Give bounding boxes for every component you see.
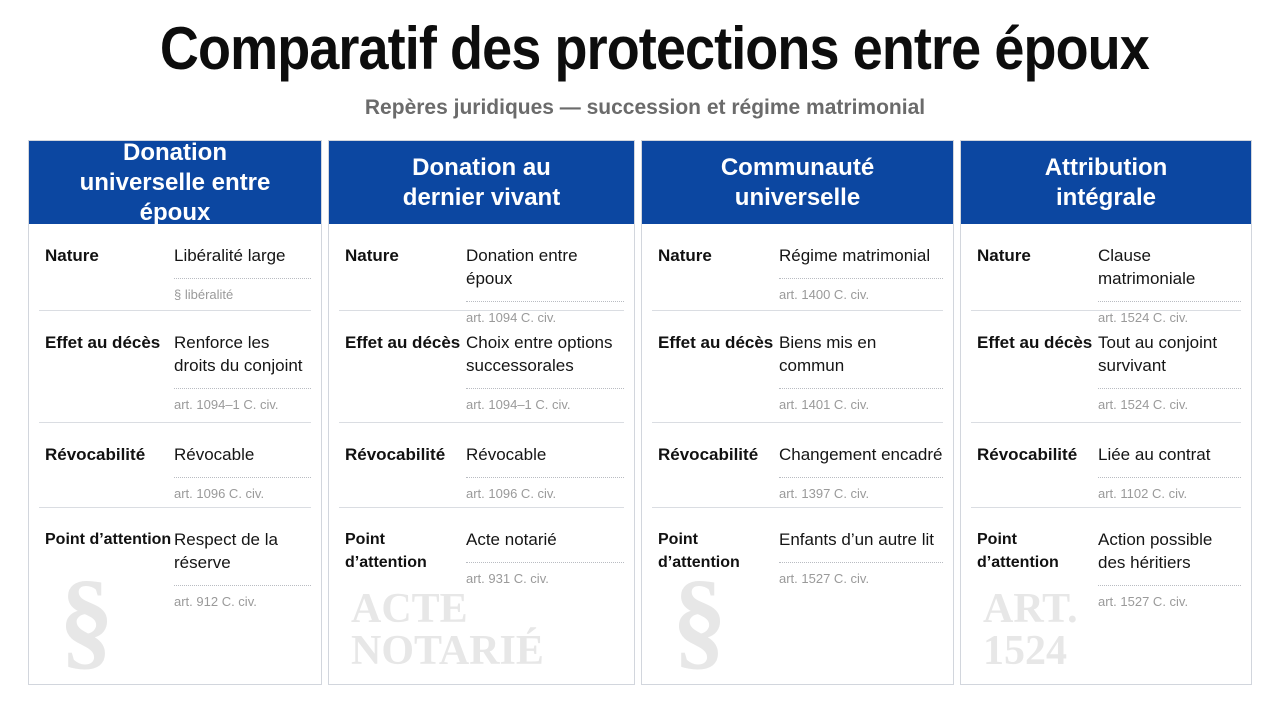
row-revocabilite: Révocabilité Liée au contrat art. 1102 C… xyxy=(971,423,1241,508)
row-value: Enfants d’un autre lit xyxy=(779,530,934,549)
row-label: Point d’attention xyxy=(977,531,1059,571)
column-donation-dernier-vivant: Donation au dernier vivant Nature Donati… xyxy=(328,140,635,685)
row-label: Effet au décès xyxy=(45,333,161,352)
row-reference: art. 1094–1 C. civ. xyxy=(466,388,624,414)
row-reference: art. 1096 C. civ. xyxy=(174,477,311,503)
row-content: Liée au contrat art. 1102 C. civ. xyxy=(1098,443,1241,507)
row-content: Clause matrimoniale art. 1524 C. civ. xyxy=(1098,244,1241,325)
row-content: Révocable art. 1096 C. civ. xyxy=(174,443,311,507)
column-header: Communauté universelle xyxy=(642,141,953,224)
row-label: Effet au décès xyxy=(345,333,461,352)
section-symbol-watermark: § xyxy=(59,558,114,680)
row-label: Révocabilité xyxy=(45,445,146,464)
comparison-table: Donation universelle entre époux Nature … xyxy=(28,140,1252,685)
row-value: Donation entre époux xyxy=(466,246,578,288)
row-effet-deces: Effet au décès Choix entre options succe… xyxy=(339,311,624,423)
row-label: Révocabilité xyxy=(977,445,1078,464)
row-reference: art. 1524 C. civ. xyxy=(1098,388,1241,414)
row-content: Respect de la réserve art. 912 C. civ. xyxy=(174,528,311,611)
row-value: Libéralité large xyxy=(174,246,286,265)
row-value: Biens mis en commun xyxy=(779,333,877,375)
row-value: Action possible des héritiers xyxy=(1098,530,1213,572)
row-label: Point d’attention xyxy=(345,531,427,571)
column-body: Nature Régime matrimonial art. 1400 C. c… xyxy=(642,224,953,588)
row-reference: art. 1401 C. civ. xyxy=(779,388,943,414)
row-label: Nature xyxy=(45,246,99,265)
row-point-attention: Point d’attention Enfants d’un autre lit… xyxy=(652,508,943,588)
page-subtitle: Repères juridiques — succession et régim… xyxy=(364,96,926,119)
column-body: Nature Donation entre époux art. 1094 C.… xyxy=(329,224,634,588)
row-effet-deces: Effet au décès Renforce les droits du co… xyxy=(39,311,311,423)
row-label: Nature xyxy=(345,246,399,265)
row-content: Acte notarié art. 931 C. civ. xyxy=(466,528,624,588)
row-value: Choix entre options successorales xyxy=(466,333,613,375)
row-revocabilite: Révocabilité Révocable art. 1096 C. civ. xyxy=(339,423,624,508)
row-point-attention: Point d’attention Acte notarié art. 931 … xyxy=(339,508,624,588)
column-header: Attribution intégrale xyxy=(961,141,1251,224)
row-point-attention: Point d’attention Respect de la réserve … xyxy=(39,508,311,611)
row-reference: art. 1400 C. civ. xyxy=(779,278,943,304)
row-label: Effet au décès xyxy=(977,333,1093,352)
row-nature: Nature Régime matrimonial art. 1400 C. c… xyxy=(652,224,943,311)
row-content: Changement encadré art. 1397 C. civ. xyxy=(779,443,943,507)
row-value: Respect de la réserve xyxy=(174,530,278,572)
column-attribution-integrale: Attribution intégrale Nature Clause matr… xyxy=(960,140,1252,685)
row-label: Nature xyxy=(658,246,712,265)
row-value: Changement encadré xyxy=(779,445,943,464)
column-communaute-universelle: Communauté universelle Nature Régime mat… xyxy=(641,140,954,685)
row-revocabilite: Révocabilité Révocable art. 1096 C. civ. xyxy=(39,423,311,508)
row-label: Révocabilité xyxy=(345,445,446,464)
art-1524-watermark: ART. 1524 xyxy=(983,586,1078,674)
row-reference: art. 1094–1 C. civ. xyxy=(174,388,311,414)
row-value: Liée au contrat xyxy=(1098,445,1211,464)
row-point-attention: Point d’attention Action possible des hé… xyxy=(971,508,1241,611)
row-content: Biens mis en commun art. 1401 C. civ. xyxy=(779,331,943,422)
row-effet-deces: Effet au décès Biens mis en commun art. … xyxy=(652,311,943,423)
row-label: Nature xyxy=(977,246,1031,265)
row-content: Régime matrimonial art. 1400 C. civ. xyxy=(779,244,943,310)
row-reference: art. 1527 C. civ. xyxy=(1098,585,1241,611)
row-reference: art. 1096 C. civ. xyxy=(466,477,624,503)
row-content: Action possible des héritiers art. 1527 … xyxy=(1098,528,1241,611)
row-nature: Nature Clause matrimoniale art. 1524 C. … xyxy=(971,224,1241,325)
row-value: Acte notarié xyxy=(466,530,557,549)
section-symbol-watermark: § xyxy=(672,558,727,680)
row-content: Choix entre options successorales art. 1… xyxy=(466,331,624,422)
page-title: Comparatif des protections entre époux xyxy=(159,15,1150,82)
row-label: Point d’attention xyxy=(658,531,740,571)
column-header: Donation universelle entre époux xyxy=(29,141,321,226)
row-value: Clause matrimoniale xyxy=(1098,246,1196,288)
row-label: Point d’attention xyxy=(45,531,172,548)
acte-notarie-watermark: ACTE NOTARIÉ xyxy=(351,586,544,674)
row-content: Donation entre époux art. 1094 C. civ. xyxy=(466,244,624,325)
row-value: Tout au conjoint survivant xyxy=(1098,333,1218,375)
row-label: Effet au décès xyxy=(658,333,774,352)
row-value: Révocable xyxy=(466,445,547,464)
row-reference: art. 1102 C. civ. xyxy=(1098,477,1241,503)
row-reference: art. 1094 C. civ. xyxy=(466,301,624,327)
row-content: Enfants d’un autre lit art. 1527 C. civ. xyxy=(779,528,943,588)
column-donation-universelle: Donation universelle entre époux Nature … xyxy=(28,140,322,685)
column-body: Nature Clause matrimoniale art. 1524 C. … xyxy=(961,224,1251,611)
row-effet-deces: Effet au décès Tout au conjoint survivan… xyxy=(971,311,1241,423)
row-value: Révocable xyxy=(174,445,255,464)
row-reference: art. 1524 C. civ. xyxy=(1098,301,1241,327)
row-label: Révocabilité xyxy=(658,445,759,464)
row-reference: art. 931 C. civ. xyxy=(466,562,624,588)
column-header: Donation au dernier vivant xyxy=(329,141,634,224)
row-reference: art. 1397 C. civ. xyxy=(779,477,943,503)
column-body: Nature Libéralité large § libéralité Eff… xyxy=(29,224,321,611)
row-content: Tout au conjoint survivant art. 1524 C. … xyxy=(1098,331,1241,422)
row-nature: Nature Donation entre époux art. 1094 C.… xyxy=(339,224,624,325)
row-reference: § libéralité xyxy=(174,278,311,304)
row-content: Révocable art. 1096 C. civ. xyxy=(466,443,624,507)
row-nature: Nature Libéralité large § libéralité xyxy=(39,224,311,311)
row-content: Renforce les droits du conjoint art. 109… xyxy=(174,331,311,422)
row-value: Régime matrimonial xyxy=(779,246,931,265)
row-revocabilite: Révocabilité Changement encadré art. 139… xyxy=(652,423,943,508)
row-reference: art. 1527 C. civ. xyxy=(779,562,943,588)
row-reference: art. 912 C. civ. xyxy=(174,585,311,611)
row-content: Libéralité large § libéralité xyxy=(174,244,311,310)
row-value: Renforce les droits du conjoint xyxy=(174,333,303,375)
